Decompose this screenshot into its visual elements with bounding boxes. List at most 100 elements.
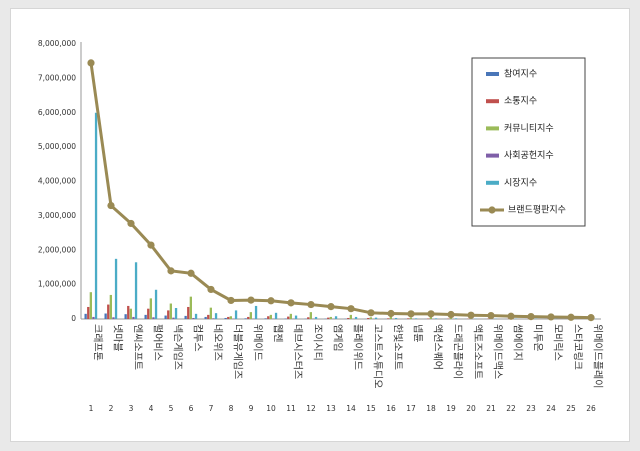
bar <box>307 317 310 319</box>
x-rank-label: 21 <box>486 404 496 413</box>
bar <box>214 313 218 319</box>
line-point <box>527 312 535 321</box>
line-point <box>347 305 355 313</box>
bar <box>327 317 330 319</box>
x-rank-label: 2 <box>109 404 114 413</box>
bar <box>132 316 135 319</box>
x-category-label: 모비릭스 <box>552 324 564 361</box>
bar <box>369 317 372 319</box>
line-point <box>467 311 475 319</box>
line-point <box>227 296 235 305</box>
line-point <box>327 303 335 311</box>
bar <box>329 316 332 319</box>
x-category-label: 한빛소프트 <box>392 324 404 370</box>
x-rank-label: 26 <box>586 404 596 413</box>
bar <box>247 316 250 319</box>
bar <box>274 312 278 319</box>
y-tick-label: 2,000,000 <box>38 245 76 254</box>
x-category-label: 스타코링크 <box>572 324 584 370</box>
x-rank-label: 1 <box>89 404 94 413</box>
bar <box>164 315 167 319</box>
bar <box>284 318 287 319</box>
bar <box>414 318 418 319</box>
x-rank-label: 15 <box>366 404 376 413</box>
bar <box>294 315 298 319</box>
x-rank-label: 8 <box>229 404 234 413</box>
x-rank-label: 6 <box>189 404 194 413</box>
legend-label: 시장지수 <box>504 177 537 188</box>
bar <box>264 318 267 319</box>
x-category-label: 고스트스튜디오 <box>372 324 384 388</box>
y-tick-label: 4,000,000 <box>38 177 76 186</box>
x-rank-label: 19 <box>446 404 456 413</box>
bar <box>149 298 152 319</box>
legend-line-marker <box>488 206 496 214</box>
bar <box>207 314 210 319</box>
x-rank-label: 9 <box>249 404 254 413</box>
x-category-label: 액션스퀘어 <box>432 324 444 370</box>
x-category-label: 더블유게임즈 <box>232 324 245 379</box>
bar <box>169 303 172 319</box>
legend-label: 참여지수 <box>504 68 537 80</box>
line-point <box>147 241 155 249</box>
bar <box>289 313 292 319</box>
bar <box>429 316 432 319</box>
bar <box>434 318 438 319</box>
bar <box>92 316 95 319</box>
line-point <box>387 309 395 318</box>
bar <box>184 315 187 319</box>
bar <box>194 313 198 319</box>
line-point <box>307 300 315 309</box>
bar <box>112 317 115 319</box>
x-rank-label: 11 <box>286 404 296 413</box>
bar <box>254 305 258 319</box>
bar <box>244 318 247 319</box>
bar <box>174 308 178 319</box>
bar <box>87 306 90 319</box>
x-category-label: 데브시스터즈 <box>292 324 304 379</box>
bar <box>187 306 190 319</box>
x-category-label: 드래곤플라이 <box>452 324 464 379</box>
x-category-label: 위메이드맥스 <box>492 324 505 379</box>
bar <box>387 318 390 319</box>
bar <box>189 296 192 319</box>
line-point <box>287 299 295 307</box>
bar <box>89 292 92 319</box>
x-category-label: 미투온 <box>532 324 544 352</box>
bar <box>389 316 392 319</box>
bar <box>234 310 238 319</box>
bar <box>144 314 147 319</box>
line-point <box>587 314 595 322</box>
bar <box>249 312 252 319</box>
x-rank-label: 25 <box>566 404 576 413</box>
bar <box>94 112 98 319</box>
legend-swatch <box>486 180 499 185</box>
line-point <box>567 313 575 321</box>
x-rank-label: 17 <box>406 404 416 413</box>
bar <box>227 316 230 319</box>
bar <box>107 304 110 319</box>
line-point <box>187 269 195 277</box>
legend-label: 소통지수 <box>504 96 537 107</box>
bar <box>109 294 112 319</box>
line-point <box>507 312 515 320</box>
line-point <box>167 267 175 275</box>
x-rank-label: 16 <box>386 404 396 413</box>
bar <box>84 313 87 319</box>
legend-label: 커뮤니티지수 <box>504 123 554 134</box>
bar <box>124 314 127 319</box>
bar <box>152 317 155 319</box>
bar <box>127 305 130 319</box>
line-point <box>87 59 95 67</box>
x-rank-label: 3 <box>129 404 134 413</box>
y-tick-label: 8,000,000 <box>38 39 76 48</box>
bar <box>309 312 312 319</box>
x-category-label: 크래프톤 <box>92 324 104 361</box>
x-rank-label: 23 <box>526 404 536 413</box>
legend-swatch <box>486 126 499 131</box>
bar <box>192 317 195 319</box>
legend-label: 사회공헌지수 <box>504 150 554 161</box>
bar <box>374 317 378 319</box>
bar <box>134 262 138 319</box>
bar <box>167 310 170 319</box>
